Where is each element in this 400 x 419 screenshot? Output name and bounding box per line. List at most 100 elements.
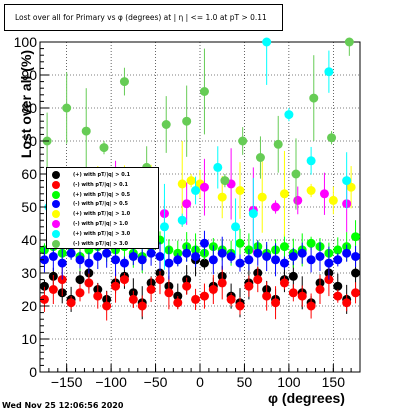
legend-marker <box>52 220 60 228</box>
data-point <box>257 192 267 202</box>
data-point <box>324 67 334 77</box>
data-point <box>119 258 129 268</box>
data-point <box>279 189 289 199</box>
data-point <box>182 199 192 209</box>
y-tick-label: 30 <box>21 265 37 281</box>
data-point <box>48 252 58 261</box>
legend-label: (+) with pT/|q| > 0.5 <box>73 191 131 198</box>
data-point <box>128 294 138 304</box>
legend-item: (+) with pT/|q| > 3.0 <box>47 229 158 239</box>
data-point <box>57 258 67 268</box>
data-point <box>159 222 169 232</box>
y-tick-label: 20 <box>21 298 37 314</box>
data-point <box>284 110 294 120</box>
data-point <box>346 182 356 192</box>
data-point <box>217 248 227 258</box>
data-point <box>333 245 343 255</box>
data-point <box>208 255 218 265</box>
series-7 <box>42 37 354 210</box>
legend-item: (-) with pT/|q| > 0.1 <box>47 180 158 190</box>
data-point <box>273 139 283 149</box>
data-point <box>351 268 361 278</box>
data-point <box>75 288 85 298</box>
data-point <box>99 143 109 153</box>
legend-marker <box>52 180 60 189</box>
legend-label: (+) with pT/|q| > 1.0 <box>73 211 131 218</box>
data-point <box>235 301 245 311</box>
data-point <box>231 222 241 232</box>
y-tick-label: 60 <box>21 166 37 182</box>
data-point <box>262 37 272 47</box>
data-point <box>327 133 337 143</box>
x-tick-label: −150 <box>51 374 83 390</box>
legend-item: (-) with pT/|q| > 1.0 <box>47 220 158 229</box>
x-tick-label: −100 <box>95 374 127 390</box>
data-point <box>342 176 352 186</box>
y-tick-label: 40 <box>21 232 37 248</box>
data-point <box>324 258 334 268</box>
data-point <box>291 169 301 179</box>
data-point <box>333 255 343 265</box>
data-point <box>217 192 227 202</box>
data-point <box>253 248 263 258</box>
x-tick-label: 150 <box>322 374 346 390</box>
y-tick-label: 70 <box>21 133 37 149</box>
legend-label: (-) with pT/|q| > 0.5 <box>73 201 128 208</box>
data-point <box>39 294 49 304</box>
data-point <box>191 186 201 195</box>
data-point <box>102 301 112 311</box>
y-axis-label: Lost over all (%) <box>18 49 34 159</box>
data-point <box>288 271 298 281</box>
y-tick-label: 10 <box>21 331 37 347</box>
data-point <box>235 238 245 248</box>
data-point <box>146 248 156 258</box>
legend-label: (-) with pT/|q| > 0.1 <box>73 181 128 188</box>
legend-label: (+) with pT/|q| > 0.1 <box>73 172 131 178</box>
data-point <box>155 275 165 285</box>
data-point <box>255 153 265 162</box>
data-point <box>182 248 192 258</box>
legend-marker <box>52 200 60 209</box>
data-point <box>128 252 138 261</box>
data-point <box>177 179 187 189</box>
data-point <box>244 281 254 291</box>
data-point <box>333 281 343 291</box>
legend-label: (-) with pT/|q| > 3.0 <box>73 240 128 247</box>
data-point <box>191 252 201 261</box>
data-point <box>351 232 361 242</box>
data-point <box>84 278 94 288</box>
data-point <box>297 291 307 301</box>
y-tick-label: 50 <box>21 199 37 215</box>
data-point <box>288 252 298 261</box>
data-point <box>186 176 196 186</box>
data-point <box>306 186 316 195</box>
data-point <box>164 258 174 268</box>
data-point <box>199 258 209 268</box>
data-point <box>271 255 281 265</box>
data-point <box>271 202 281 212</box>
data-point <box>226 252 236 261</box>
data-point <box>306 238 316 248</box>
data-point <box>48 285 58 294</box>
data-point <box>93 252 103 261</box>
data-point <box>344 37 354 47</box>
data-point <box>177 215 187 225</box>
data-point <box>248 209 258 219</box>
data-point <box>208 285 218 294</box>
data-point <box>119 275 129 285</box>
data-point <box>75 255 85 265</box>
data-point <box>182 281 192 291</box>
data-point <box>309 93 319 103</box>
data-point <box>220 176 230 186</box>
chart-title: Lost over all for Primary vs φ (degrees)… <box>15 13 267 22</box>
legend-item: (+) with pT/|q| > 0.5 <box>47 190 158 200</box>
data-point <box>306 156 316 166</box>
data-point <box>66 248 76 258</box>
data-point <box>306 255 316 265</box>
data-point <box>182 116 192 126</box>
legend-marker <box>52 239 60 248</box>
data-point <box>235 186 245 195</box>
data-point <box>342 248 352 258</box>
data-point <box>238 136 248 146</box>
